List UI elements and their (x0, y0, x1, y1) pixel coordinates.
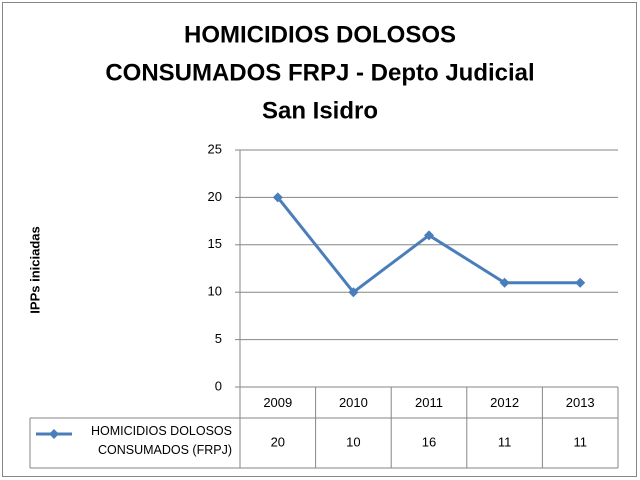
x-tick-label: 2010 (339, 395, 368, 410)
y-tick-label: 20 (208, 189, 222, 204)
data-point (272, 192, 283, 203)
chart-title: HOMICIDIOS DOLOSOS (184, 21, 456, 48)
y-tick-label: 10 (208, 284, 222, 299)
data-point (499, 277, 510, 288)
chart-title: CONSUMADOS FRPJ - Depto Judicial (105, 59, 534, 86)
data-point (575, 277, 586, 288)
y-tick-label: 0 (215, 378, 222, 393)
y-axis-label: IPPs iniciadas (27, 226, 42, 313)
table-value: 10 (346, 434, 360, 449)
y-tick-label: 5 (215, 331, 222, 346)
x-tick-label: 2012 (490, 395, 519, 410)
x-tick-label: 2009 (263, 395, 292, 410)
table-value: 11 (573, 434, 587, 449)
legend-marker (49, 429, 59, 439)
data-point (424, 230, 434, 241)
legend-label: HOMICIDIOS DOLOSOS CONSUMADOS (FRPJ) (91, 424, 232, 457)
y-tick-label: 25 (208, 141, 222, 156)
x-tick-label: 2011 (415, 395, 443, 410)
table-value: 16 (422, 434, 436, 449)
table-value: 20 (271, 434, 285, 449)
legend-entry: HOMICIDIOS DOLOSOS CONSUMADOS (FRPJ) (91, 424, 232, 457)
x-tick-label: 2013 (566, 395, 595, 410)
table-value: 11 (498, 434, 512, 449)
data-point (348, 287, 359, 298)
chart-title: San Isidro (262, 97, 378, 124)
y-tick-label: 15 (208, 236, 222, 251)
